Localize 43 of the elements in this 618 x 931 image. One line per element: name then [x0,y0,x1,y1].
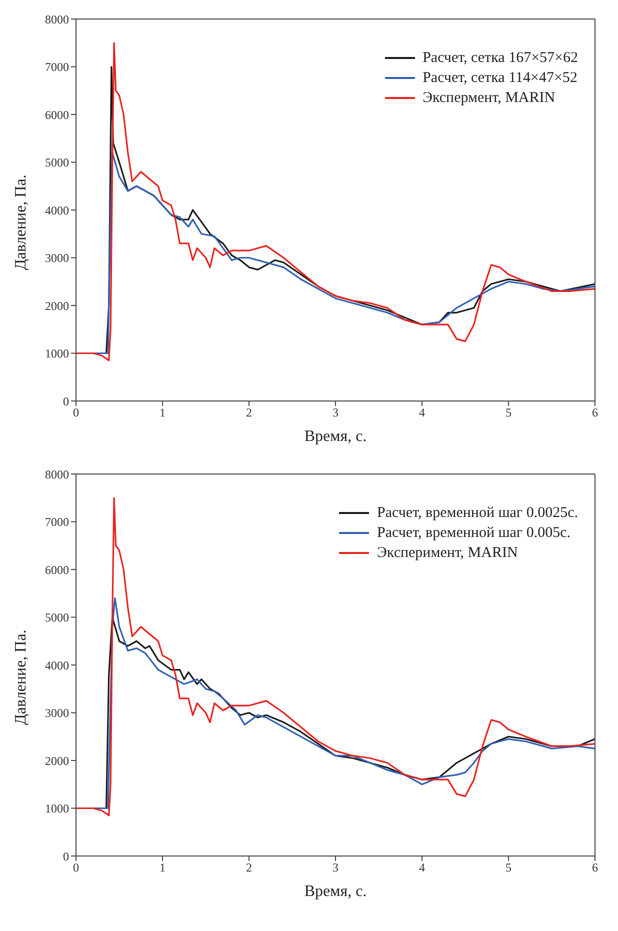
x-tick-label: 4 [419,860,425,875]
y-tick-label: 6000 [45,108,69,122]
x-tick-label: 2 [246,406,252,420]
legend-label: Экспермент, MARIN [422,89,556,108]
y-tick-label: 4000 [45,203,69,218]
y-tick-label: 1000 [45,802,69,816]
x-tick-label: 1 [160,406,166,420]
y-tick-label: 5000 [45,156,69,170]
y-tick-label: 6000 [45,562,69,577]
y-axis-title: Давление, Па. [12,174,30,270]
x-tick-label: 0 [73,406,79,420]
x-tick-label: 6 [592,860,598,875]
y-tick-label: 2000 [45,298,69,313]
x-tick-label: 3 [332,406,338,420]
y-tick-label: 3000 [45,706,69,720]
legend-label: Расчет, временной шаг 0.0025с. [377,504,578,523]
y-tick-label: 7000 [45,515,69,530]
y-tick-label: 3000 [45,251,69,266]
y-tick-label: 2000 [45,754,69,768]
x-tick-label: 5 [506,860,512,875]
x-tick-label: 4 [419,406,425,420]
legend-label: Расчет, сетка 114×47×52 [422,69,578,88]
line-series [76,497,595,816]
y-tick-label: 1000 [45,346,69,361]
x-tick-label: 5 [506,406,512,420]
y-tick-label: 8000 [45,467,69,482]
y-tick-label: 0 [63,394,69,408]
x-tick-label: 3 [332,860,338,875]
legend-label: Эксперимент, MARIN [377,544,518,563]
x-axis-title: Время, с. [304,428,367,445]
y-tick-label: 5000 [45,610,69,625]
x-tick-label: 1 [160,860,166,875]
y-tick-label: 4000 [45,658,69,672]
x-axis-title: Время, с. [304,883,367,900]
y-axis-title: Давление, Па. [12,630,30,725]
y-tick-label: 0 [63,849,69,864]
legend-label: Расчет, сетка 167×57×62 [422,49,578,68]
x-tick-label: 6 [592,406,598,420]
legend-label: Расчет, временной шаг 0.005с. [377,524,570,543]
y-tick-label: 7000 [45,60,69,74]
y-tick-label: 8000 [45,12,69,26]
x-tick-label: 0 [73,860,79,875]
x-tick-label: 2 [246,860,252,875]
